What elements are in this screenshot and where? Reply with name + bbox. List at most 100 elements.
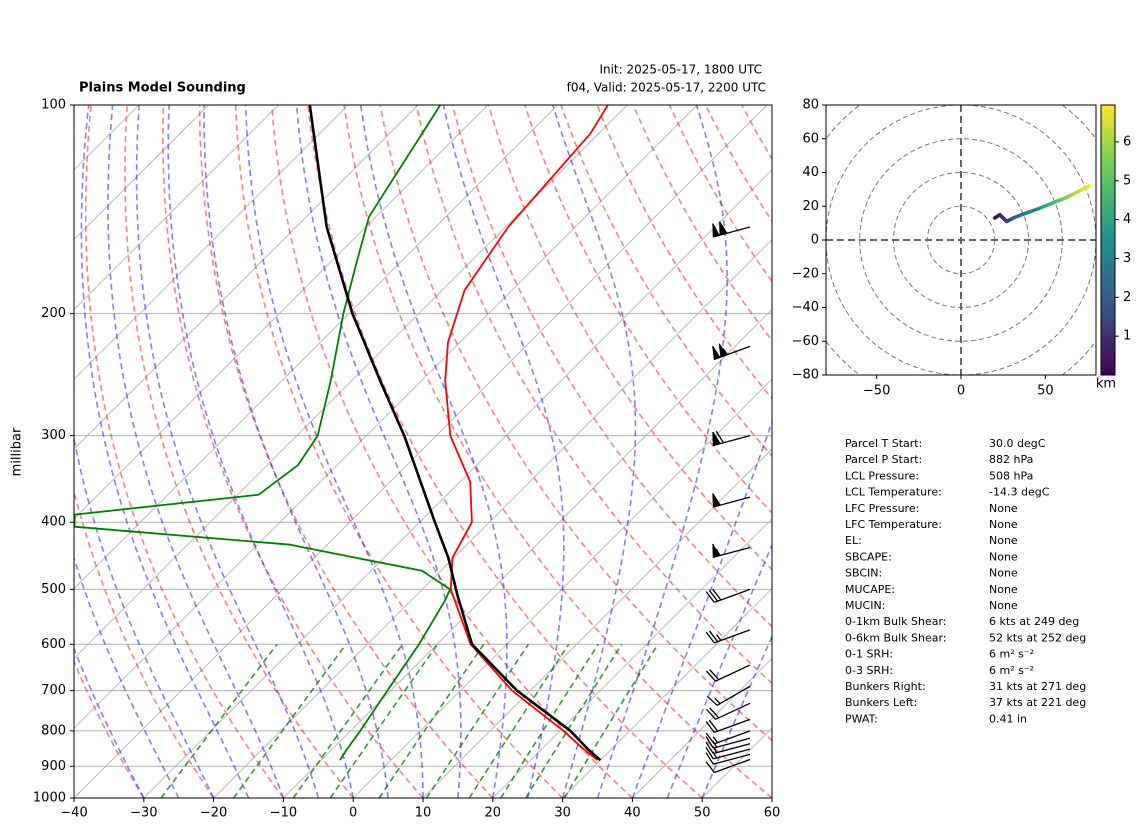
parameter-value: 37 kts at 221 deg xyxy=(989,696,1086,709)
moist-adiabat xyxy=(666,543,772,798)
wind-barb xyxy=(712,543,751,558)
parameter-value: 0.41 in xyxy=(989,712,1027,725)
parameter-value: None xyxy=(989,502,1018,515)
dry-adiabat xyxy=(415,105,772,685)
y-tick-label: 20 xyxy=(802,199,819,214)
barb-feather xyxy=(706,695,718,706)
dry-adiabat xyxy=(271,105,633,798)
parameter-value: 882 hPa xyxy=(989,453,1033,466)
parameter-label: LCL Temperature: xyxy=(845,486,942,499)
parameter-label: LFC Temperature: xyxy=(845,518,942,531)
moist-adiabat xyxy=(80,105,250,798)
isotherm xyxy=(74,105,698,729)
x-tick-label: −10 xyxy=(270,806,297,821)
barb-feather xyxy=(712,736,719,744)
mixing-ratio-line xyxy=(563,643,659,798)
y-tick-label: 40 xyxy=(802,165,819,180)
parameter-value: None xyxy=(989,583,1018,596)
parameter-label: MUCAPE: xyxy=(845,583,895,596)
barb-feather xyxy=(719,221,728,234)
barb-feather xyxy=(715,430,724,444)
dry-adiabat xyxy=(234,105,564,798)
barb-feather xyxy=(705,761,715,773)
parameter-value: 6 kts at 249 deg xyxy=(989,615,1079,628)
barb-feather xyxy=(705,732,715,745)
isotherm xyxy=(562,587,772,798)
x-tick-label: −50 xyxy=(863,384,890,399)
y-tick-label: 1000 xyxy=(33,791,66,806)
isotherm xyxy=(74,105,209,241)
dry-adiabat xyxy=(307,105,703,798)
x-tick-label: 50 xyxy=(694,806,711,821)
colorbar-tick-label: 5 xyxy=(1123,173,1131,188)
annotations: Plains Model Sounding Init: 2025-05-17, … xyxy=(10,63,1117,477)
parameter-label: LFC Pressure: xyxy=(845,502,919,515)
hodograph-segment xyxy=(1084,184,1091,190)
parameter-value: None xyxy=(989,518,1018,531)
y-tick-label: 100 xyxy=(41,98,66,113)
isotherm xyxy=(74,105,558,590)
mixing-ratio-line xyxy=(425,643,530,798)
y-tick-label: 900 xyxy=(41,759,66,774)
isotherm xyxy=(352,378,772,798)
parameter-value: None xyxy=(989,534,1018,547)
mixing-ratio-line xyxy=(500,643,599,798)
moist-adiabat xyxy=(167,105,354,798)
isotherm xyxy=(143,169,772,798)
barb-feather xyxy=(708,589,719,602)
barb-staff xyxy=(715,702,751,720)
x-tick-label: 0 xyxy=(957,384,965,399)
wind-barb xyxy=(712,221,751,238)
isotherm xyxy=(74,105,279,311)
wind-barb xyxy=(705,588,751,603)
moist-adiabat xyxy=(701,634,772,798)
parameter-value: 31 kts at 271 deg xyxy=(989,680,1086,693)
barb-flag xyxy=(712,223,720,238)
moist-adiabat xyxy=(295,105,462,798)
barb-feather xyxy=(705,670,717,682)
barb-staff xyxy=(713,748,751,760)
isotherm xyxy=(492,518,772,798)
parameter-value: 6 m² s⁻² xyxy=(989,648,1034,661)
y-tick-label: 0 xyxy=(811,233,819,248)
dry-adiabat xyxy=(162,105,424,798)
parameter-label: MUCIN: xyxy=(845,599,885,612)
moist-adiabat xyxy=(74,434,215,798)
moist-adiabat xyxy=(244,105,424,798)
y-tick-label: 400 xyxy=(41,515,66,530)
y-tick-label: 80 xyxy=(802,98,819,113)
moist-adiabat xyxy=(107,105,285,798)
moist-adiabat xyxy=(74,555,180,798)
parameter-label: Parcel T Start: xyxy=(845,437,922,450)
y-tick-label: −80 xyxy=(792,368,819,383)
barb-staff xyxy=(713,743,751,755)
wind-barb xyxy=(705,730,751,745)
x-tick-label: −30 xyxy=(130,806,157,821)
y-tick-label: 500 xyxy=(41,582,66,597)
barb-feather xyxy=(715,548,721,556)
colorbar-tick-label: 4 xyxy=(1123,212,1131,227)
barb-staff xyxy=(714,718,751,733)
barb-feather xyxy=(705,591,715,603)
parameter-label: PWAT: xyxy=(845,712,878,725)
parameter-value: None xyxy=(989,599,1018,612)
moist-adiabat xyxy=(631,419,772,798)
parameter-value: 6 m² s⁻² xyxy=(989,664,1034,677)
x-tick-label: 20 xyxy=(485,806,502,821)
isotherm xyxy=(74,105,628,660)
parameter-label: Bunkers Right: xyxy=(845,680,926,693)
moist-adiabat xyxy=(359,105,508,798)
barb-feather xyxy=(714,698,721,705)
isotherm xyxy=(74,105,419,450)
profile-line xyxy=(308,105,602,762)
barb-feather xyxy=(708,630,719,643)
y-axis-label: millibar xyxy=(10,427,25,476)
isotherm xyxy=(422,448,772,798)
parameter-value: None xyxy=(989,550,1018,563)
isotherm xyxy=(283,308,772,798)
subtitle: f04, Valid: 2025-05-17, 2200 UTC xyxy=(567,81,766,95)
barb-feather xyxy=(705,741,714,754)
barb-flag xyxy=(712,345,721,361)
y-tick-label: 60 xyxy=(802,131,819,146)
